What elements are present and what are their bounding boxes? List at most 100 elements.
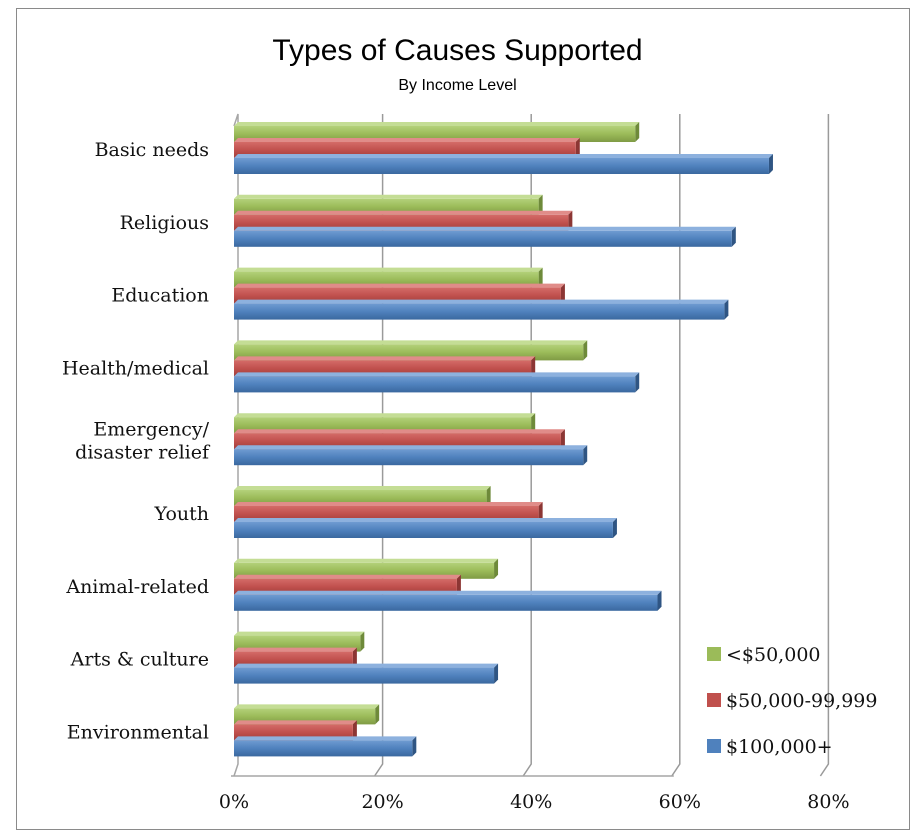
category-label-emergency-disaster-relief: Emergency/disaster relief — [75, 419, 211, 464]
bar-end-face — [486, 486, 491, 506]
bar-end-face — [657, 590, 662, 611]
bar-top-face — [234, 590, 662, 595]
bar-health-medical-100-000 — [234, 372, 640, 393]
bar-top-face — [234, 502, 543, 506]
category-label-environmental: Environmental — [67, 721, 209, 743]
bar-top-face — [234, 356, 536, 361]
legend-item-50-000-99-999: $50,000-99,999 — [707, 690, 877, 712]
bar-front-face — [234, 594, 658, 611]
bar-end-face — [531, 356, 536, 377]
bar-top-face — [234, 445, 588, 450]
bar-end-face — [375, 704, 380, 725]
gridline-60 — [671, 114, 681, 777]
gridlines — [231, 113, 830, 777]
bar-top-face — [234, 122, 640, 126]
legend-swatch — [707, 693, 721, 707]
bar-end-face — [560, 283, 565, 304]
bar-top-face — [234, 631, 365, 636]
bar-front-face — [234, 303, 725, 320]
bar-top-face — [234, 736, 417, 741]
bar-arts-culture-100-000 — [234, 663, 499, 684]
bar-emergency-disaster-relief-100-000 — [234, 445, 588, 466]
bar-front-face — [234, 449, 584, 466]
bar-top-face — [234, 647, 357, 652]
bar-end-face — [768, 154, 773, 174]
category-labels: Basic needs Religious Education Health/medi… — [62, 139, 211, 743]
bar-end-face — [360, 631, 365, 652]
bar-front-face — [234, 158, 769, 174]
bar-top-face — [234, 154, 773, 158]
bar-top-face — [234, 663, 499, 668]
bar-top-face — [234, 340, 588, 345]
legend-label: <$50,000 — [726, 644, 821, 666]
bar-basic-needs-100-000 — [234, 154, 773, 174]
bar-top-face — [234, 704, 380, 709]
gridline-80 — [819, 114, 830, 777]
bar-end-face — [575, 138, 580, 158]
bar-top-face — [234, 558, 499, 563]
bar-top-face — [234, 210, 573, 215]
category-label-animal-related: Animal-related — [65, 576, 209, 598]
x-tick-labels: 0% 20% 40% 60% 80% — [219, 791, 850, 813]
bar-end-face — [583, 340, 588, 361]
bar-end-face — [724, 299, 729, 320]
legend-swatch — [707, 647, 721, 661]
bar-environmental-100-000 — [234, 736, 417, 757]
category-label-youth: Youth — [154, 503, 209, 525]
bar-education-100-000 — [234, 299, 729, 320]
bar-religious-100-000 — [234, 226, 736, 247]
bar-top-face — [234, 194, 543, 199]
bar-front-face — [234, 230, 732, 247]
bar-end-face — [456, 574, 461, 595]
bar-end-face — [612, 518, 617, 538]
bar-end-face — [635, 122, 640, 142]
x-tick-label: 80% — [807, 791, 849, 813]
bar-end-face — [412, 736, 417, 757]
x-tick-label: 40% — [510, 791, 552, 813]
bar-top-face — [234, 138, 580, 142]
bar-end-face — [583, 445, 588, 466]
category-label-education: Education — [111, 285, 209, 307]
bar-top-face — [234, 720, 357, 725]
x-tick-label: 0% — [219, 791, 249, 813]
chart-title: Types of Causes Supported — [272, 34, 643, 67]
category-label-basic-needs: Basic needs — [95, 139, 209, 161]
gridline-40 — [522, 114, 532, 777]
bar-end-face — [635, 372, 640, 393]
bar-top-face — [234, 283, 565, 288]
bar-end-face — [352, 720, 357, 741]
bar-top-face — [234, 486, 491, 490]
bar-top-face — [234, 267, 543, 272]
legend: <$50,000 $50,000-99,999 $100,000+ — [707, 644, 877, 758]
bar-front-face — [234, 522, 613, 538]
bar-front-face — [234, 740, 413, 757]
bar-top-face — [234, 413, 536, 418]
bar-top-face — [234, 429, 565, 434]
bar-animal-related-100-000 — [234, 590, 662, 611]
x-tick-label: 60% — [659, 791, 701, 813]
legend-swatch — [707, 739, 721, 753]
bar-top-face — [234, 518, 617, 522]
bar-front-face — [234, 667, 495, 684]
bars — [234, 122, 773, 757]
bar-end-face — [731, 226, 736, 247]
bar-end-face — [568, 210, 573, 231]
category-label-arts-culture: Arts & culture — [70, 649, 209, 671]
bar-end-face — [538, 502, 543, 522]
x-tick-label: 20% — [361, 791, 403, 813]
bar-front-face — [234, 376, 636, 393]
bar-end-face — [531, 413, 536, 434]
category-label-religious: Religious — [120, 212, 209, 234]
bar-end-face — [352, 647, 357, 668]
bar-end-face — [538, 267, 543, 288]
legend-label: $100,000+ — [726, 736, 833, 758]
chart-subtitle: By Income Level — [398, 77, 517, 94]
bar-youth-100-000 — [234, 518, 617, 538]
legend-label: $50,000-99,999 — [726, 690, 877, 712]
bar-top-face — [234, 226, 736, 231]
bar-top-face — [234, 372, 640, 377]
gridline-20 — [373, 114, 384, 777]
category-label-health-medical: Health/medical — [62, 357, 209, 379]
bar-end-face — [560, 429, 565, 450]
